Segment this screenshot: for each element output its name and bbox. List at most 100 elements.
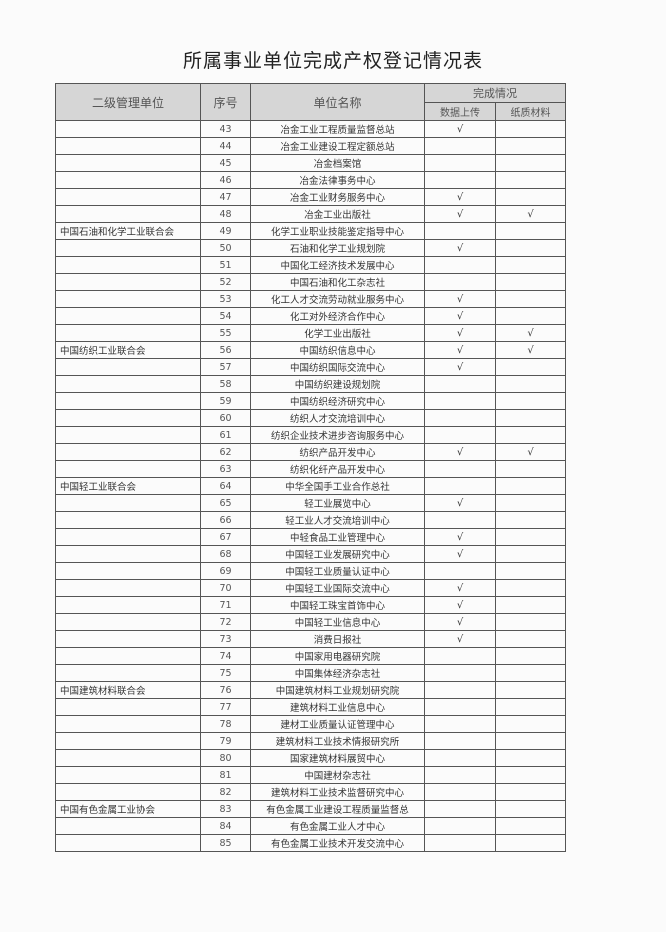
upload-check-cell xyxy=(424,732,496,750)
table-row: 73 消费日报社 √ xyxy=(55,630,566,648)
unit-name-cell: 化工人才交流劳动就业服务中心 xyxy=(250,290,425,308)
unit-name-cell: 中国轻工珠宝首饰中心 xyxy=(250,596,425,614)
unit-name-cell: 纺织人才交流培训中心 xyxy=(250,409,425,427)
unit-name-cell: 化学工业职业技能鉴定指导中心 xyxy=(250,222,425,240)
unit-name-cell: 中国轻工业国际交流中心 xyxy=(250,579,425,597)
group-cell xyxy=(55,630,201,648)
group-cell xyxy=(55,528,201,546)
upload-check-cell xyxy=(424,154,496,172)
group-cell xyxy=(55,613,201,631)
table-row: 71 中国轻工珠宝首饰中心 √ xyxy=(55,596,566,614)
number-cell: 43 xyxy=(200,120,251,138)
group-cell xyxy=(55,664,201,682)
upload-check-cell xyxy=(424,834,496,852)
group-cell xyxy=(55,171,201,189)
upload-check-cell xyxy=(424,817,496,835)
paper-check-cell xyxy=(495,256,566,274)
number-cell: 82 xyxy=(200,783,251,801)
number-cell: 60 xyxy=(200,409,251,427)
upload-check-cell xyxy=(424,698,496,716)
upload-check-cell: √ xyxy=(424,290,496,308)
number-cell: 78 xyxy=(200,715,251,733)
group-cell xyxy=(55,290,201,308)
paper-check-cell xyxy=(495,511,566,529)
number-cell: 80 xyxy=(200,749,251,767)
header-num: 序号 xyxy=(200,83,251,121)
paper-check-cell xyxy=(495,494,566,512)
group-cell xyxy=(55,460,201,478)
paper-check-cell xyxy=(495,647,566,665)
number-cell: 85 xyxy=(200,834,251,852)
number-cell: 72 xyxy=(200,613,251,631)
table-row: 中国纺织工业联合会 56 中国纺织信息中心 √ √ xyxy=(55,341,566,359)
paper-check-cell: √ xyxy=(495,341,566,359)
number-cell: 65 xyxy=(200,494,251,512)
upload-check-cell: √ xyxy=(424,188,496,206)
number-cell: 67 xyxy=(200,528,251,546)
unit-name-cell: 建材工业质量认证管理中心 xyxy=(250,715,425,733)
paper-check-cell xyxy=(495,273,566,291)
upload-check-cell: √ xyxy=(424,630,496,648)
group-cell xyxy=(55,596,201,614)
unit-name-cell: 冶金档案馆 xyxy=(250,154,425,172)
unit-name-cell: 有色金属工业人才中心 xyxy=(250,817,425,835)
group-cell xyxy=(55,715,201,733)
table-row: 61 纺织企业技术进步咨询服务中心 xyxy=(55,426,566,444)
unit-name-cell: 中轻食品工业管理中心 xyxy=(250,528,425,546)
group-cell xyxy=(55,732,201,750)
header-status: 完成情况 xyxy=(424,83,566,103)
group-cell xyxy=(55,205,201,223)
unit-name-cell: 中国纺织信息中心 xyxy=(250,341,425,359)
group-cell xyxy=(55,783,201,801)
table-row: 78 建材工业质量认证管理中心 xyxy=(55,715,566,733)
paper-check-cell xyxy=(495,307,566,325)
group-cell xyxy=(55,511,201,529)
paper-check-cell xyxy=(495,545,566,563)
unit-name-cell: 中国纺织国际交流中心 xyxy=(250,358,425,376)
group-cell xyxy=(55,579,201,597)
group-cell xyxy=(55,443,201,461)
group-cell xyxy=(55,137,201,155)
number-cell: 64 xyxy=(200,477,251,495)
upload-check-cell xyxy=(424,256,496,274)
table-row: 46 冶金法律事务中心 xyxy=(55,171,566,189)
group-cell xyxy=(55,358,201,376)
paper-check-cell xyxy=(495,426,566,444)
group-cell xyxy=(55,749,201,767)
number-cell: 68 xyxy=(200,545,251,563)
paper-check-cell xyxy=(495,137,566,155)
table-row: 55 化学工业出版社 √ √ xyxy=(55,324,566,342)
paper-check-cell xyxy=(495,222,566,240)
table-row: 67 中轻食品工业管理中心 √ xyxy=(55,528,566,546)
number-cell: 69 xyxy=(200,562,251,580)
table-row: 45 冶金档案馆 xyxy=(55,154,566,172)
group-cell xyxy=(55,545,201,563)
table-row: 中国石油和化学工业联合会 49 化学工业职业技能鉴定指导中心 xyxy=(55,222,566,240)
unit-name-cell: 中国轻工业质量认证中心 xyxy=(250,562,425,580)
number-cell: 47 xyxy=(200,188,251,206)
table-row: 82 建筑材料工业技术监督研究中心 xyxy=(55,783,566,801)
upload-check-cell xyxy=(424,137,496,155)
table-row: 75 中国集体经济杂志社 xyxy=(55,664,566,682)
upload-check-cell: √ xyxy=(424,494,496,512)
number-cell: 76 xyxy=(200,681,251,699)
group-cell xyxy=(55,817,201,835)
group-cell xyxy=(55,154,201,172)
number-cell: 49 xyxy=(200,222,251,240)
upload-check-cell: √ xyxy=(424,307,496,325)
group-cell: 中国建筑材料联合会 xyxy=(55,681,201,699)
upload-check-cell xyxy=(424,562,496,580)
group-cell: 中国轻工业联合会 xyxy=(55,477,201,495)
paper-check-cell xyxy=(495,290,566,308)
table-row: 44 冶金工业建设工程定额总站 xyxy=(55,137,566,155)
header-upload: 数据上传 xyxy=(424,101,496,121)
group-cell xyxy=(55,239,201,257)
paper-check-cell xyxy=(495,732,566,750)
table-row: 中国建筑材料联合会 76 中国建筑材料工业规划研究院 xyxy=(55,681,566,699)
paper-check-cell xyxy=(495,188,566,206)
group-cell: 中国纺织工业联合会 xyxy=(55,341,201,359)
group-cell xyxy=(55,120,201,138)
table-row: 中国轻工业联合会 64 中华全国手工业合作总社 xyxy=(55,477,566,495)
upload-check-cell xyxy=(424,800,496,818)
upload-check-cell xyxy=(424,409,496,427)
